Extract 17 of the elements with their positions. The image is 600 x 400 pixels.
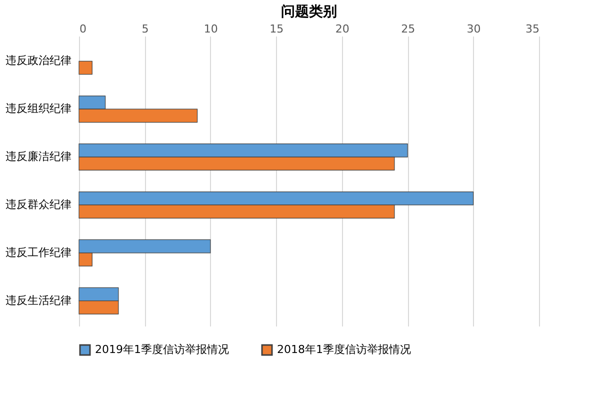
y-tick-label: 违反生活纪律	[6, 294, 72, 307]
x-tick-label: 25	[401, 22, 416, 36]
x-tick-label: 35	[526, 22, 540, 36]
y-tick-label: 违反廉洁纪律	[6, 150, 72, 164]
y-tick-label: 违反工作纪律	[6, 246, 72, 259]
y-tick-label: 违反组织纪律	[6, 102, 72, 116]
y-tick-label: 违反群众纪律	[6, 198, 72, 211]
x-tick-label: 5	[142, 22, 149, 36]
y-tick-label: 违反政治纪律	[6, 54, 72, 68]
legend-label: 2018年1季度信访举报情况	[277, 343, 411, 356]
chart-title: 问题类别	[281, 4, 337, 20]
x-tick-label: 10	[204, 22, 218, 36]
x-tick-label: 20	[335, 22, 350, 36]
x-tick-label: 30	[466, 22, 481, 36]
legend-label: 2019年1季度信访举报情况	[95, 343, 229, 356]
x-tick-label: 15	[270, 22, 284, 36]
x-tick-label: 0	[80, 22, 86, 36]
